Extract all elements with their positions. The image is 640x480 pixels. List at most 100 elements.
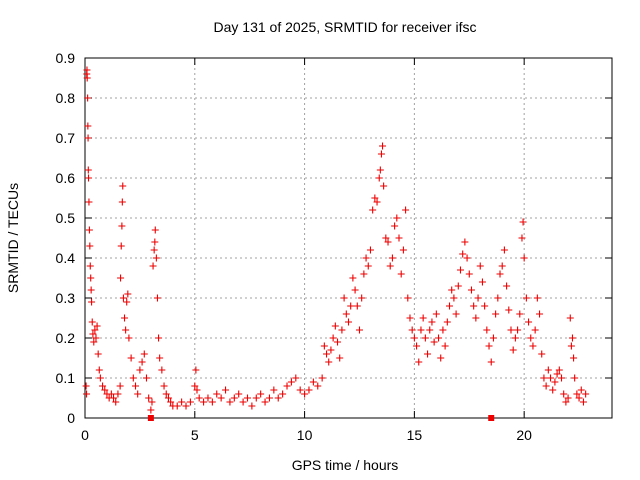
data-point — [125, 334, 133, 342]
data-point — [465, 270, 473, 278]
data-point — [85, 198, 93, 206]
data-point — [208, 398, 216, 406]
data-point — [514, 326, 522, 334]
data-point — [119, 182, 127, 190]
data-point — [151, 238, 159, 246]
data-point — [119, 294, 127, 302]
data-point — [489, 334, 497, 342]
plot-frame — [84, 57, 613, 419]
data-point — [349, 274, 357, 282]
data-point — [483, 326, 491, 334]
y-tick-label: 0.5 — [56, 210, 76, 226]
data-point — [426, 326, 434, 334]
data-point — [230, 394, 238, 402]
x-axis-label: GPS time / hours — [292, 457, 399, 473]
data-point — [402, 206, 410, 214]
data-point — [200, 398, 208, 406]
data-point — [568, 334, 576, 342]
data-point — [327, 346, 335, 354]
data-point — [334, 338, 342, 346]
data-point — [122, 326, 130, 334]
tick-layer: 0 0.1 0.2 0.3 0.4 0.5 0.6 0.7 0.8 0.9 0 5 10 15 20 — [56, 50, 612, 443]
y-axis-label: SRMTID / TECUs — [5, 183, 21, 293]
data-point — [555, 366, 563, 374]
data-point — [279, 390, 287, 398]
data-point — [377, 150, 385, 158]
data-point — [117, 242, 125, 250]
data-point — [118, 198, 126, 206]
data-point — [323, 350, 331, 358]
data-point — [248, 402, 256, 410]
data-point — [498, 262, 506, 270]
data-point — [85, 174, 93, 182]
data-point — [129, 374, 137, 382]
data-point — [243, 394, 251, 402]
data-point — [305, 386, 313, 394]
data-point — [536, 310, 544, 318]
data-point — [84, 94, 92, 102]
data-point — [88, 318, 96, 326]
data-point — [148, 398, 156, 406]
data-point — [82, 382, 90, 390]
data-point — [167, 398, 175, 406]
data-point — [195, 394, 203, 402]
data-point — [134, 390, 142, 398]
data-point — [419, 314, 427, 322]
data-point — [553, 370, 561, 378]
data-point — [364, 262, 372, 270]
data-point — [397, 270, 405, 278]
data-point — [151, 226, 159, 234]
data-point — [217, 394, 225, 402]
data-point — [117, 274, 125, 282]
data-point — [525, 318, 533, 326]
data-point — [485, 342, 493, 350]
data-point — [549, 386, 557, 394]
data-point — [476, 262, 484, 270]
data-point — [173, 402, 181, 410]
data-point — [408, 326, 416, 334]
data-point — [164, 394, 172, 402]
data-point — [318, 374, 326, 382]
data-point — [527, 334, 535, 342]
data-point — [376, 166, 384, 174]
data-point — [274, 394, 282, 402]
x-tick-label: 20 — [516, 427, 532, 443]
data-point — [101, 386, 109, 394]
data-point — [92, 334, 100, 342]
data-point — [226, 398, 234, 406]
data-point — [395, 234, 403, 242]
data-point — [446, 302, 454, 310]
data-point — [84, 134, 92, 142]
data-point — [162, 390, 170, 398]
data-point — [448, 286, 456, 294]
data-point — [186, 398, 194, 406]
data-point — [95, 366, 103, 374]
data-point — [89, 330, 97, 338]
data-point — [153, 294, 161, 302]
data-point — [570, 354, 578, 362]
data-point — [516, 310, 524, 318]
data-point — [340, 294, 348, 302]
data-point — [520, 254, 528, 262]
data-point — [265, 394, 273, 402]
data-point — [320, 342, 328, 350]
data-point — [152, 254, 160, 262]
data-point — [338, 326, 346, 334]
x-tick-label: 15 — [407, 427, 423, 443]
data-point — [410, 334, 418, 342]
data-point — [351, 286, 359, 294]
data-point — [86, 262, 94, 270]
data-point — [178, 398, 186, 406]
data-point — [380, 182, 388, 190]
data-point — [500, 246, 508, 254]
data-point — [557, 374, 565, 382]
data-point — [84, 122, 92, 130]
data-point — [562, 398, 570, 406]
data-point — [459, 250, 467, 258]
data-point — [373, 198, 381, 206]
data-point — [454, 282, 462, 290]
data-point — [386, 262, 394, 270]
data-point — [522, 294, 530, 302]
data-point — [435, 334, 443, 342]
